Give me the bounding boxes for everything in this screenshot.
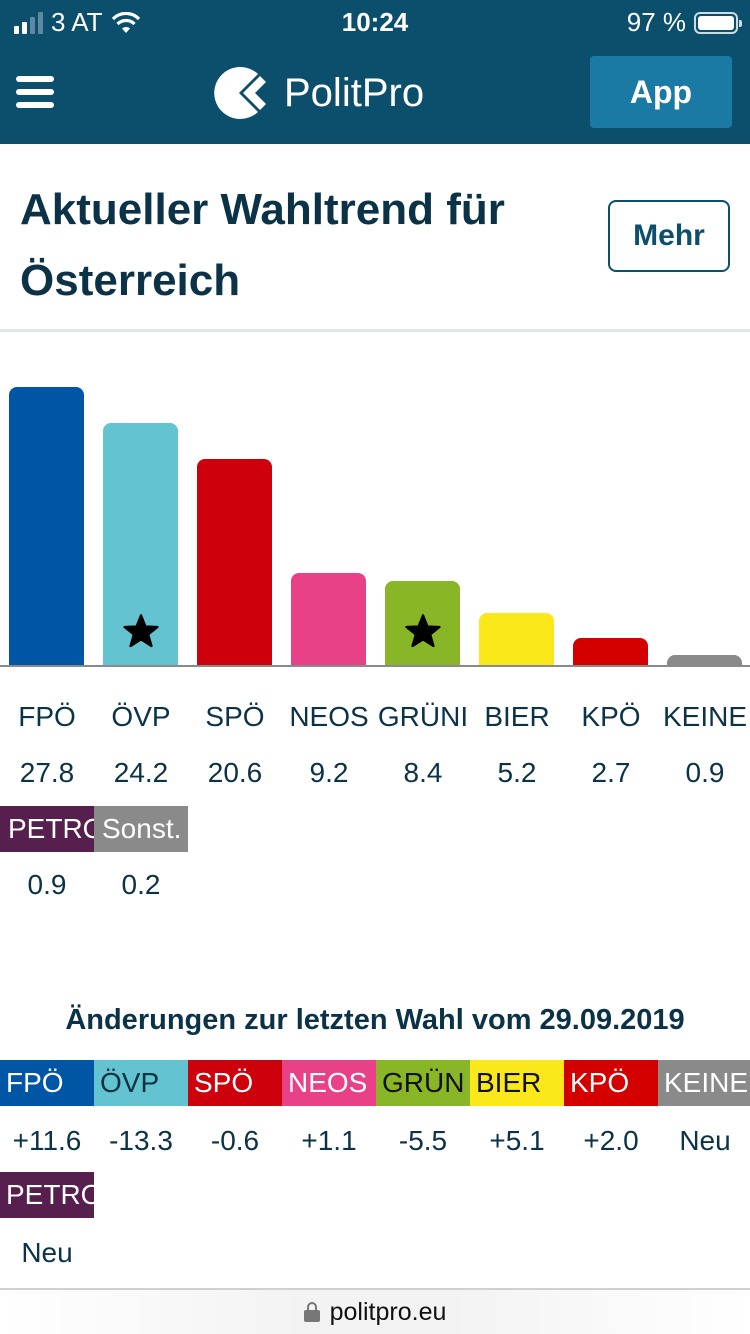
lock-icon [303, 1302, 320, 1322]
poll-bar-chart [0, 380, 750, 670]
party-value: 0.2 [121, 869, 161, 900]
change-party-label: ÖVP [94, 1060, 188, 1106]
party-label: NEOS [289, 701, 369, 732]
change-party-label: FPÖ [0, 1060, 94, 1106]
bar-kpö[interactable] [573, 638, 648, 665]
party-label: SPÖ [205, 701, 265, 732]
change-value: +2.0 [583, 1125, 639, 1156]
star-icon [122, 613, 159, 648]
party-value: 24.2 [113, 757, 169, 788]
status-left: 3 AT [14, 7, 141, 38]
changes-title: Änderungen zur letzten Wahl vom 29.09.20… [65, 1004, 685, 1036]
changes-labels-row-2: PETRO [0, 1172, 94, 1218]
url-text: politpro.eu [329, 1297, 447, 1326]
change-party-label: NEOS [282, 1060, 376, 1106]
party-value: 5.2 [497, 757, 537, 788]
battery-percent: 97 % [626, 7, 686, 37]
party-value: 27.8 [19, 757, 75, 788]
more-button[interactable]: Mehr [608, 200, 730, 272]
bar-bier[interactable] [479, 613, 554, 665]
change-value: +1.1 [301, 1125, 357, 1156]
party-label: BIER [484, 701, 550, 732]
bar-keine[interactable] [667, 655, 742, 665]
party-value: 2.7 [591, 757, 631, 788]
party-labels-row-1: FPÖ ÖVP SPÖ NEOS GRÜNI BIER KPÖ KEINE [0, 694, 750, 740]
party-label: GRÜNI [377, 701, 469, 732]
brand-logo[interactable]: PolitPro [210, 66, 424, 120]
star-icon [404, 613, 441, 648]
changes-labels-row-1: FPÖ ÖVP SPÖ NEOS GRÜN BIER KPÖ KEINE [0, 1060, 750, 1106]
battery-icon [694, 11, 742, 34]
status-bar: 3 AT 10:24 97 % [0, 0, 750, 42]
party-label: PETRO [0, 806, 94, 852]
party-value: 0.9 [27, 869, 67, 900]
party-value: 20.6 [207, 757, 263, 788]
signal-icon [14, 11, 43, 34]
changes-values-row-2: Neu [0, 1230, 94, 1276]
party-label: ÖVP [111, 701, 171, 732]
politpro-logo-icon [214, 67, 266, 119]
change-value: Neu [679, 1125, 731, 1156]
party-label: KPÖ [581, 701, 641, 732]
party-values-row-2: 0.9 0.2 [0, 862, 188, 908]
menu-icon[interactable] [16, 76, 54, 108]
change-value: -0.6 [210, 1125, 260, 1156]
wifi-icon [111, 11, 140, 33]
bar-fpö[interactable] [9, 387, 84, 665]
url-bar[interactable]: politpro.eu [0, 1288, 750, 1334]
party-label: FPÖ [18, 701, 76, 732]
change-value: +5.1 [489, 1125, 545, 1156]
brand-name: PolitPro [284, 70, 425, 115]
change-party-label: KEINE [658, 1060, 750, 1106]
clock: 10:24 [341, 7, 409, 37]
party-label: KEINE [662, 701, 748, 732]
carrier: 3 AT [51, 7, 103, 37]
change-party-label: BIER [470, 1060, 564, 1106]
changes-values-row-1: +11.6 -13.3 -0.6 +1.1 -5.5 +5.1 +2.0 Neu [0, 1118, 750, 1164]
party-labels-row-2: PETRO Sonst. [0, 806, 188, 852]
change-value: -13.3 [109, 1125, 173, 1156]
bar-spö[interactable] [197, 459, 272, 665]
party-value: 8.4 [403, 757, 443, 788]
page-title: Aktueller Wahltrend für Österreich [20, 185, 505, 305]
status-right: 97 % [626, 7, 742, 38]
change-party-label: GRÜN [376, 1060, 470, 1106]
change-party-label: KPÖ [564, 1060, 658, 1106]
change-value: +11.6 [12, 1125, 82, 1156]
change-party-label: PETRO [0, 1172, 94, 1218]
top-navbar: PolitPro App [0, 42, 750, 144]
change-value: Neu [21, 1237, 73, 1268]
party-value: 0.9 [685, 757, 725, 788]
party-label: Sonst. [94, 806, 188, 852]
app-button[interactable]: App [590, 56, 732, 128]
bar-övp[interactable] [103, 423, 178, 665]
chart-baseline [0, 665, 750, 667]
title-section: Aktueller Wahltrend für Österreich Mehr [0, 144, 750, 332]
party-value: 9.2 [309, 757, 349, 788]
change-party-label: SPÖ [188, 1060, 282, 1106]
change-value: -5.5 [398, 1125, 448, 1156]
bar-neos[interactable] [291, 573, 366, 665]
bar-grüne[interactable] [385, 581, 460, 665]
party-values-row-1: 27.8 24.2 20.6 9.2 8.4 5.2 2.7 0.9 [0, 750, 750, 796]
